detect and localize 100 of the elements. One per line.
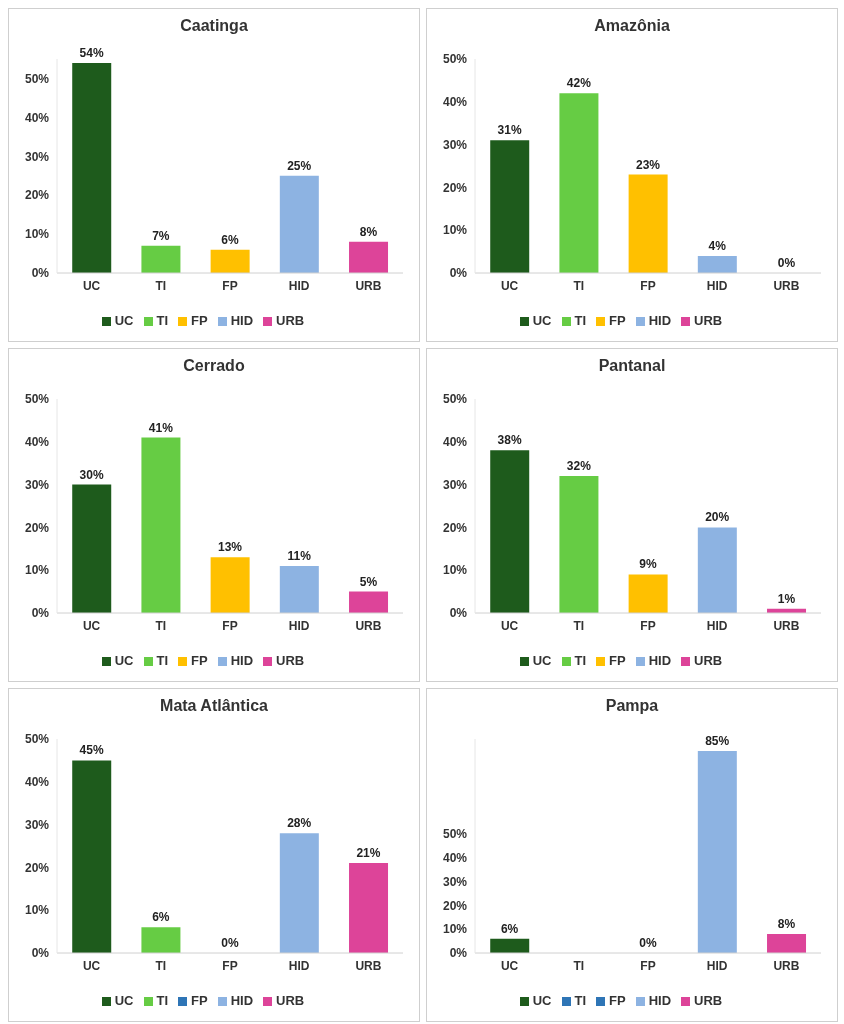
chart-title: Caatinga <box>179 17 249 36</box>
x-tick-label: TI <box>573 958 585 973</box>
legend-label: FP <box>191 313 208 328</box>
y-tick-label: 10% <box>24 903 50 918</box>
x-tick-label: TI <box>573 618 585 633</box>
data-label: 28% <box>287 816 312 831</box>
legend-label: TI <box>156 993 169 1008</box>
legend-label: URB <box>276 653 305 668</box>
y-tick-label: 0% <box>449 946 468 961</box>
legend-label: UC <box>532 313 552 328</box>
x-tick-label: HID <box>706 618 728 633</box>
legend-label: HID <box>230 993 254 1008</box>
legend-label: HID <box>648 653 672 668</box>
x-tick-label: FP <box>640 618 656 633</box>
data-label: 6% <box>500 921 519 936</box>
y-tick-label: 30% <box>442 477 468 492</box>
legend-label: UC <box>114 993 134 1008</box>
data-label: 25% <box>287 158 312 173</box>
y-tick-label: 10% <box>442 223 468 238</box>
chart-title: Pantanal <box>597 357 667 376</box>
data-label: 45% <box>79 743 104 758</box>
legend-label: URB <box>694 653 723 668</box>
data-label: 20% <box>705 510 730 525</box>
y-tick-label: 10% <box>24 227 50 242</box>
y-tick-label: 50% <box>442 827 468 842</box>
legend-label: TI <box>574 993 587 1008</box>
x-tick-label: URB <box>355 278 382 293</box>
x-tick-label: URB <box>355 618 382 633</box>
legend-label: UC <box>114 653 134 668</box>
y-tick-label: 40% <box>24 110 50 125</box>
y-tick-label: 0% <box>449 606 468 621</box>
y-tick-label: 30% <box>442 874 468 889</box>
y-tick-label: 20% <box>442 520 468 535</box>
y-tick-label: 40% <box>24 775 50 790</box>
x-tick-label: TI <box>155 958 167 973</box>
y-tick-label: 20% <box>24 860 50 875</box>
y-tick-label: 30% <box>24 477 50 492</box>
legend-label: TI <box>156 313 169 328</box>
chart-title: Mata Atlântica <box>159 697 269 716</box>
y-tick-label: 0% <box>31 266 50 281</box>
x-tick-label: HID <box>706 958 728 973</box>
x-tick-label: TI <box>155 618 167 633</box>
data-label: 13% <box>217 540 243 555</box>
y-tick-label: 10% <box>442 922 468 937</box>
y-tick-label: 20% <box>442 898 468 913</box>
y-tick-label: 10% <box>24 563 50 578</box>
x-tick-label: UC <box>500 958 519 973</box>
data-label: 0% <box>777 256 796 270</box>
data-label: 54% <box>79 45 104 60</box>
y-tick-label: 40% <box>24 435 50 450</box>
data-label: 30% <box>79 467 104 482</box>
x-tick-label: FP <box>222 278 238 293</box>
legend-label: HID <box>648 993 672 1008</box>
x-tick-label: URB <box>355 958 382 973</box>
x-tick-label: UC <box>82 278 101 293</box>
data-label: 42% <box>566 76 592 91</box>
data-label: 4% <box>708 238 727 253</box>
data-label: 7% <box>152 228 170 243</box>
legend-label: TI <box>574 653 587 668</box>
legend-label: FP <box>609 313 626 328</box>
x-tick-label: HID <box>288 958 310 973</box>
y-tick-label: 20% <box>442 180 468 195</box>
x-tick-label: FP <box>222 618 238 633</box>
legend-label: URB <box>694 313 723 328</box>
data-label: 0% <box>639 936 657 950</box>
x-tick-label: FP <box>222 958 238 973</box>
data-label: 41% <box>148 420 174 435</box>
y-tick-label: 30% <box>24 149 50 164</box>
y-tick-label: 0% <box>449 266 468 281</box>
legend-label: TI <box>574 313 587 328</box>
data-label: 32% <box>566 459 592 474</box>
data-label: 23% <box>635 157 661 172</box>
chart-title: Amazônia <box>593 17 671 36</box>
y-tick-label: 40% <box>442 435 468 450</box>
x-tick-label: HID <box>288 278 310 293</box>
data-label: 38% <box>497 433 522 448</box>
data-label: 8% <box>359 224 378 239</box>
data-label: 9% <box>639 557 657 572</box>
legend-label: UC <box>114 313 134 328</box>
data-label: 21% <box>356 846 381 861</box>
data-label: 1% <box>777 591 796 606</box>
legend-label: HID <box>230 313 254 328</box>
legend-label: FP <box>191 653 208 668</box>
y-tick-label: 40% <box>442 95 468 110</box>
y-tick-label: 50% <box>442 392 468 407</box>
legend-label: URB <box>694 993 723 1008</box>
y-tick-label: 0% <box>31 606 50 621</box>
x-tick-label: TI <box>155 278 167 293</box>
legend-label: FP <box>609 993 626 1008</box>
y-tick-label: 30% <box>24 817 50 832</box>
x-tick-label: UC <box>500 618 519 633</box>
x-tick-label: UC <box>500 278 519 293</box>
legend-label: UC <box>532 993 552 1008</box>
y-tick-label: 20% <box>24 520 50 535</box>
y-tick-label: 50% <box>24 732 50 747</box>
y-tick-label: 20% <box>24 188 50 203</box>
chart-title: Cerrado <box>182 357 246 376</box>
data-label: 5% <box>359 574 378 589</box>
x-tick-label: URB <box>773 278 800 293</box>
x-tick-label: UC <box>82 618 101 633</box>
